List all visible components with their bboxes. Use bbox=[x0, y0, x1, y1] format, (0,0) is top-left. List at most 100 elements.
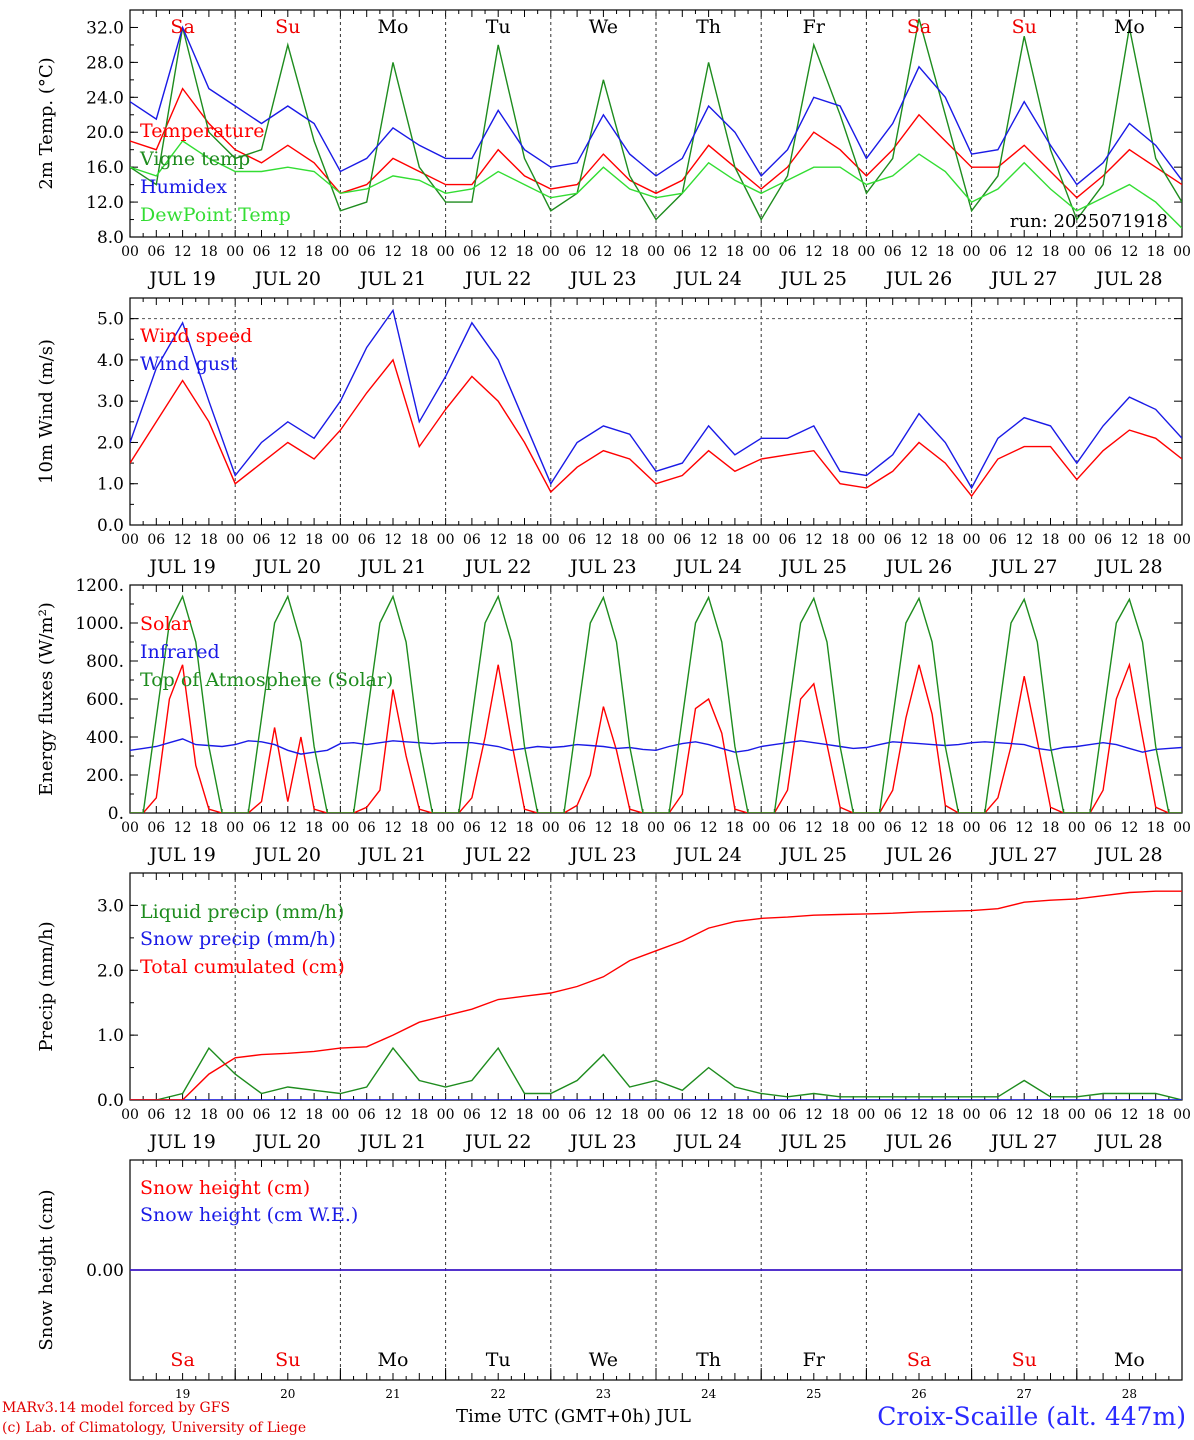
day-abbr: Su bbox=[275, 16, 300, 38]
hour-tick-label: 18 bbox=[410, 532, 428, 548]
hour-tick-label: 12 bbox=[805, 244, 823, 260]
day-abbr: Su bbox=[275, 1349, 300, 1371]
hour-tick-label: 18 bbox=[621, 820, 639, 836]
day-abbr: Tu bbox=[486, 1349, 511, 1371]
hour-tick-label: 18 bbox=[410, 244, 428, 260]
date-label: JUL 24 bbox=[673, 1131, 741, 1153]
hour-tick-label: 18 bbox=[936, 532, 954, 548]
date-label: JUL 20 bbox=[253, 1131, 321, 1153]
hour-tick-label: 18 bbox=[200, 1107, 218, 1123]
hour-tick-label: 18 bbox=[831, 532, 849, 548]
hour-tick-label: 18 bbox=[936, 244, 954, 260]
y-tick-label: 24.0 bbox=[86, 88, 124, 108]
hour-tick-label: 06 bbox=[568, 1107, 586, 1123]
hour-tick-label: 06 bbox=[147, 244, 165, 260]
date-label: JUL 20 bbox=[253, 844, 321, 866]
series-line-vigne-temp bbox=[130, 18, 1182, 221]
day-abbr: Su bbox=[1012, 1349, 1037, 1371]
hour-tick-label: 00 bbox=[1068, 820, 1086, 836]
y-axis-label: Precip (mm/h) bbox=[36, 921, 57, 1051]
y-axis-label: 10m Wind (m/s) bbox=[36, 339, 57, 484]
day-number: 28 bbox=[1122, 1387, 1137, 1401]
panel-2: 0.0 1.0 2.0 3.0 4.0 5.0 10m Wind (m/s) Wind spe… bbox=[36, 297, 1191, 578]
hour-tick-label: 12 bbox=[489, 244, 507, 260]
y-axis-label: 2m Temp. (°C) bbox=[36, 57, 57, 189]
y-tick-label: 0.0 bbox=[97, 1091, 124, 1111]
hour-tick-label: 00 bbox=[1173, 532, 1191, 548]
hour-tick-label: 06 bbox=[147, 820, 165, 836]
day-abbr: Fr bbox=[803, 16, 826, 38]
hour-tick-label: 00 bbox=[437, 820, 455, 836]
hour-tick-label: 00 bbox=[121, 1107, 139, 1123]
y-tick-label: 800. bbox=[86, 652, 124, 672]
hour-tick-label: 00 bbox=[857, 820, 875, 836]
hour-tick-label: 00 bbox=[121, 820, 139, 836]
hour-tick-label: 18 bbox=[1042, 532, 1060, 548]
y-axis-label: Energy fluxes (W/m²) bbox=[36, 602, 57, 796]
hour-tick-label: 06 bbox=[568, 820, 586, 836]
date-label: JUL 19 bbox=[147, 844, 215, 866]
hour-tick-label: 18 bbox=[621, 532, 639, 548]
day-number: 24 bbox=[701, 1387, 717, 1401]
legend-entry: Humidex bbox=[140, 176, 227, 198]
hour-tick-label: 12 bbox=[1015, 244, 1033, 260]
legend-entry: Vigne temp bbox=[139, 148, 250, 170]
date-label: JUL 26 bbox=[884, 268, 952, 290]
y-tick-label: 32.0 bbox=[86, 18, 124, 38]
day-number: 25 bbox=[806, 1387, 821, 1401]
hour-tick-label: 06 bbox=[779, 244, 797, 260]
y-tick-label: 0.00 bbox=[86, 1261, 124, 1281]
hour-tick-label: 12 bbox=[489, 1107, 507, 1123]
y-tick-label: 0.0 bbox=[97, 516, 124, 536]
legend-entry: Solar bbox=[140, 613, 192, 635]
date-label: JUL 27 bbox=[989, 268, 1057, 290]
hour-tick-label: 06 bbox=[253, 820, 271, 836]
y-tick-label: 20.0 bbox=[86, 123, 124, 143]
legend-entry: Snow height (cm) bbox=[140, 1177, 310, 1199]
date-label: JUL 25 bbox=[779, 556, 847, 578]
day-abbr: Mo bbox=[378, 1349, 409, 1371]
y-tick-label: 1200. bbox=[75, 576, 124, 596]
hour-tick-label: 12 bbox=[1120, 244, 1138, 260]
hour-tick-label: 12 bbox=[594, 820, 612, 836]
day-number: 20 bbox=[280, 1387, 295, 1401]
y-tick-label: 600. bbox=[86, 690, 124, 710]
hour-tick-label: 18 bbox=[200, 820, 218, 836]
hour-tick-label: 18 bbox=[305, 1107, 323, 1123]
hour-tick-label: 00 bbox=[331, 532, 349, 548]
hour-tick-label: 00 bbox=[647, 820, 665, 836]
hour-tick-label: 06 bbox=[1094, 532, 1112, 548]
hour-tick-label: 06 bbox=[147, 1107, 165, 1123]
series-line-top-of-atmosphere-solar- bbox=[130, 594, 1182, 813]
hour-tick-label: 00 bbox=[963, 1107, 981, 1123]
date-label: JUL 25 bbox=[779, 1131, 847, 1153]
day-abbr: Tu bbox=[486, 16, 511, 38]
hour-tick-label: 06 bbox=[779, 1107, 797, 1123]
series-line-liquid-precip-mm-h- bbox=[130, 1046, 1182, 1100]
day-abbr: We bbox=[589, 1349, 618, 1371]
hour-tick-label: 18 bbox=[726, 820, 744, 836]
time-axis-label: Time UTC (GMT+0h) JUL bbox=[456, 1406, 691, 1427]
hour-tick-label: 18 bbox=[516, 1107, 534, 1123]
hour-tick-label: 06 bbox=[884, 820, 902, 836]
date-label: JUL 22 bbox=[463, 1131, 531, 1153]
date-label: JUL 19 bbox=[147, 1131, 215, 1153]
day-abbr: Mo bbox=[378, 16, 409, 38]
hour-tick-label: 00 bbox=[121, 244, 139, 260]
hour-tick-label: 12 bbox=[174, 1107, 192, 1123]
series-line-dewpoint-temp bbox=[130, 140, 1182, 229]
hour-tick-label: 06 bbox=[463, 820, 481, 836]
hour-tick-label: 00 bbox=[857, 532, 875, 548]
hour-tick-label: 12 bbox=[1120, 820, 1138, 836]
date-label: JUL 26 bbox=[884, 844, 952, 866]
panel-5: 0.00 Snow height (cm) Snow height (cm) Snow… bbox=[36, 1159, 1183, 1401]
hour-tick-label: 00 bbox=[857, 1107, 875, 1123]
date-label: JUL 28 bbox=[1094, 556, 1162, 578]
y-tick-label: 200. bbox=[86, 766, 124, 786]
y-tick-label: 1000. bbox=[75, 614, 124, 634]
y-tick-label: 12.0 bbox=[86, 193, 124, 213]
date-label: JUL 21 bbox=[358, 844, 426, 866]
hour-tick-label: 12 bbox=[910, 244, 928, 260]
panel-3: 0. 200. 400. 600. 800. 1000. 1200. Energy fluxe… bbox=[36, 576, 1191, 866]
legend-entry: Temperature bbox=[140, 120, 264, 142]
